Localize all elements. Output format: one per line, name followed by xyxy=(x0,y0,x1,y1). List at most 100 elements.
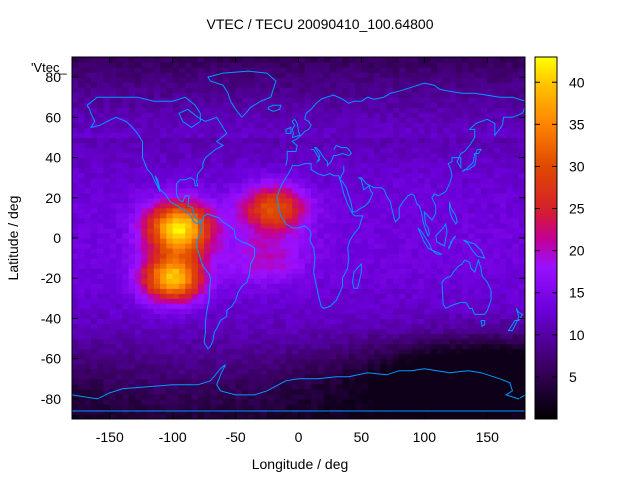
heat-cell xyxy=(493,253,501,259)
heat-cell xyxy=(97,107,105,113)
heat-cell xyxy=(128,323,136,330)
heat-cell xyxy=(223,142,230,149)
heat-cell xyxy=(304,333,312,340)
heat-cell xyxy=(122,122,130,128)
heat-cell xyxy=(298,308,306,315)
heat-cell xyxy=(380,328,388,335)
heat-cell xyxy=(493,348,501,355)
heat-cell xyxy=(160,112,167,118)
heat-cell xyxy=(279,243,287,249)
heat-cell xyxy=(499,142,507,149)
heat-cell xyxy=(292,87,300,93)
heat-cell xyxy=(103,192,111,199)
heat-cell xyxy=(178,238,186,244)
heat-cell xyxy=(487,57,495,63)
heat-cell xyxy=(336,87,344,93)
heat-cell xyxy=(235,248,243,254)
heat-cell xyxy=(392,67,400,73)
heat-cell xyxy=(329,298,337,304)
heat-cell xyxy=(197,393,205,400)
heat-cell xyxy=(204,172,212,179)
heat-cell xyxy=(493,393,501,400)
heat-cell xyxy=(480,142,488,149)
heat-cell xyxy=(90,107,98,113)
heat-cell xyxy=(141,152,149,159)
heat-cell xyxy=(166,293,174,299)
heat-cell xyxy=(103,102,111,108)
heat-cell xyxy=(317,398,325,405)
heat-cell xyxy=(298,147,306,154)
heat-cell xyxy=(424,398,432,405)
heat-cell xyxy=(235,77,243,83)
heat-cell xyxy=(84,117,92,123)
heat-cell xyxy=(78,132,86,139)
heat-cell xyxy=(103,87,111,93)
heat-cell xyxy=(97,348,105,355)
heat-cell xyxy=(462,117,469,123)
heat-cell xyxy=(84,197,92,204)
heat-cell xyxy=(97,258,105,264)
heat-cell xyxy=(443,222,451,229)
heat-cell xyxy=(499,87,507,93)
heat-cell xyxy=(229,147,237,154)
heat-cell xyxy=(311,162,318,169)
heat-cell xyxy=(480,278,488,284)
heat-cell xyxy=(141,207,149,214)
heat-cell xyxy=(468,72,476,78)
heat-cell xyxy=(147,263,155,269)
heat-cell xyxy=(348,182,356,189)
heat-cell xyxy=(103,82,111,88)
heat-cell xyxy=(153,373,161,380)
heat-cell xyxy=(160,393,167,400)
heat-cell xyxy=(172,238,180,244)
heat-cell xyxy=(216,77,224,83)
heat-cell xyxy=(493,202,501,209)
heat-cell xyxy=(216,288,224,294)
heat-cell xyxy=(147,368,155,375)
heat-cell xyxy=(405,343,413,350)
heat-cell xyxy=(336,97,344,103)
heat-cell xyxy=(273,338,281,345)
heat-cell xyxy=(292,258,300,264)
heat-cell xyxy=(399,353,407,360)
heat-cell xyxy=(153,238,161,244)
heat-cell xyxy=(480,147,488,154)
heat-cell xyxy=(361,122,369,128)
heat-cell xyxy=(273,238,281,244)
heat-cell xyxy=(348,393,356,400)
heat-cell xyxy=(191,162,199,169)
heat-cell xyxy=(285,243,293,249)
heat-cell xyxy=(267,358,274,365)
heat-cell xyxy=(367,243,375,249)
heat-cell xyxy=(210,348,218,355)
heat-cell xyxy=(285,258,293,264)
heat-cell xyxy=(229,278,237,284)
heat-cell xyxy=(361,243,369,249)
heat-cell xyxy=(304,197,312,204)
heat-cell xyxy=(153,107,161,113)
heat-cell xyxy=(430,378,438,385)
heat-cell xyxy=(474,348,482,355)
heat-cell xyxy=(248,348,256,355)
heat-cell xyxy=(254,388,262,395)
heat-cell xyxy=(392,318,400,325)
heat-cell xyxy=(418,107,425,113)
heat-cell xyxy=(229,132,237,139)
heat-cell xyxy=(185,182,193,189)
heat-cell xyxy=(248,383,256,390)
heat-cell xyxy=(462,92,469,98)
heat-cell xyxy=(424,263,432,269)
heat-cell xyxy=(292,308,300,315)
heat-cell xyxy=(84,258,92,264)
heat-cell xyxy=(424,117,432,123)
heat-cell xyxy=(210,393,218,400)
heat-cell xyxy=(248,217,256,224)
heat-cell xyxy=(153,57,161,63)
heat-cell xyxy=(141,212,149,219)
heat-cell xyxy=(279,147,287,154)
heat-cell xyxy=(122,248,130,254)
heat-cell xyxy=(468,393,476,400)
heat-cell xyxy=(72,102,79,108)
heat-cell xyxy=(336,378,344,385)
heat-cell xyxy=(311,92,318,98)
